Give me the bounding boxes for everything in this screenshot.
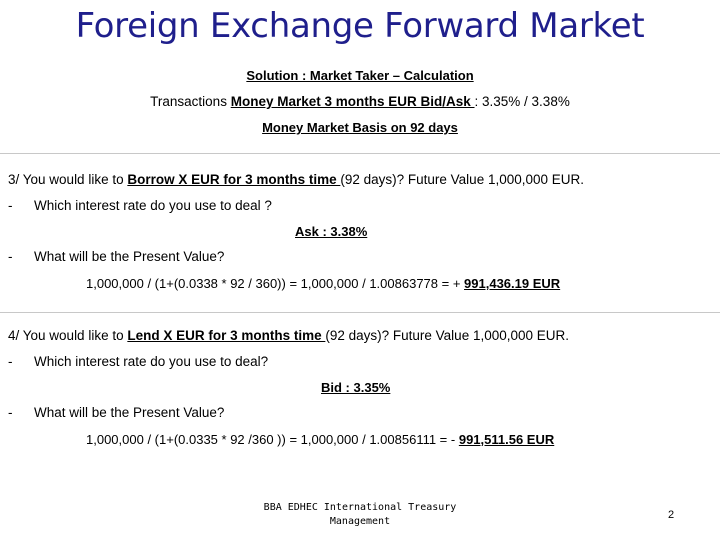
transactions-prefix: Transactions bbox=[150, 94, 231, 109]
q4-calc-text: 1,000,000 / (1+(0.0335 * 92 /360 )) = 1,… bbox=[86, 432, 459, 447]
q3-question-2: What will be the Present Value? bbox=[34, 249, 225, 264]
subtitle: Solution : Market Taker – Calculation bbox=[246, 68, 474, 83]
q4-result: 991,511.56 EUR bbox=[458, 432, 555, 447]
q4-dash-1: - bbox=[8, 354, 13, 369]
q3-dash-2: - bbox=[8, 249, 13, 264]
q4-suffix: (92 days)? Future Value 1,000,000 EUR. bbox=[325, 328, 570, 343]
q3-dash-1: - bbox=[8, 198, 13, 213]
q4-underlined: Lend X EUR for 3 months time bbox=[127, 328, 326, 343]
transactions-line: Transactions Money Market 3 months EUR B… bbox=[0, 94, 720, 109]
q3-line: 3/ You would like to Borrow X EUR for 3 … bbox=[8, 172, 584, 187]
separator-1 bbox=[0, 153, 720, 154]
q4-answer-1: Bid : 3.35% bbox=[321, 380, 391, 395]
q4-prefix: 4/ You would like to bbox=[8, 328, 128, 343]
q4-calculation: 1,000,000 / (1+(0.0335 * 92 /360 )) = 1,… bbox=[86, 432, 554, 447]
q4-dash-2: - bbox=[8, 405, 13, 420]
q4-question-1: Which interest rate do you use to deal? bbox=[34, 354, 269, 369]
q3-question-1: Which interest rate do you use to deal ? bbox=[34, 198, 272, 213]
q3-result: 991,436.19 EUR bbox=[464, 276, 561, 291]
transactions-underlined: Money Market 3 months EUR Bid/Ask bbox=[230, 94, 475, 109]
page-number: 2 bbox=[668, 509, 675, 521]
separator-2 bbox=[0, 312, 720, 313]
page-title: Foreign Exchange Forward Market bbox=[75, 6, 645, 46]
basis-line: Money Market Basis on 92 days bbox=[262, 120, 458, 135]
footer-text: BBA EDHEC International Treasury Managem… bbox=[263, 502, 457, 527]
transactions-suffix: : 3.35% / 3.38% bbox=[474, 94, 570, 109]
q3-calculation: 1,000,000 / (1+(0.0338 * 92 / 360)) = 1,… bbox=[86, 276, 560, 291]
q3-calc-text: 1,000,000 / (1+(0.0338 * 92 / 360)) = 1,… bbox=[86, 276, 465, 291]
q3-underlined: Borrow X EUR for 3 months time bbox=[127, 172, 341, 187]
q3-answer-1: Ask : 3.38% bbox=[295, 224, 368, 239]
q4-question-2: What will be the Present Value? bbox=[34, 405, 225, 420]
q3-suffix: (92 days)? Future Value 1,000,000 EUR. bbox=[340, 172, 585, 187]
q3-prefix: 3/ You would like to bbox=[8, 172, 128, 187]
q4-line: 4/ You would like to Lend X EUR for 3 mo… bbox=[8, 328, 569, 343]
